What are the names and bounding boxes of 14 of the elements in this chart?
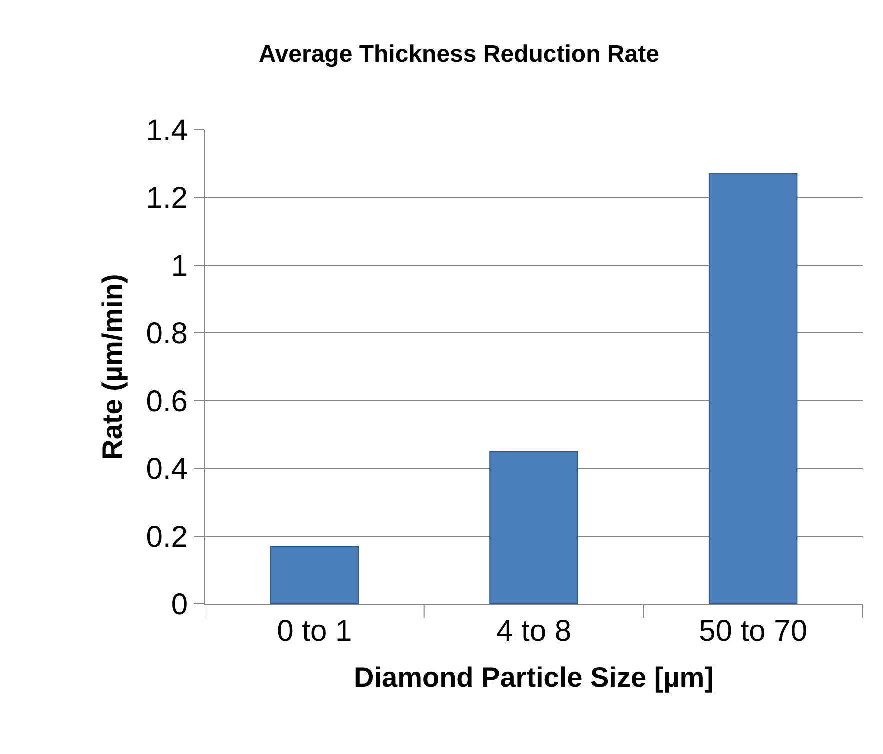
y-tick-label: 1.4 (146, 114, 188, 148)
y-tick-label: 1 (171, 250, 188, 283)
y-tick-label: 0.6 (146, 385, 188, 418)
x-tick-label: 50 to 70 (699, 615, 808, 648)
x-tick-label: 0 to 1 (277, 615, 352, 648)
y-tick-label: 0.8 (146, 318, 188, 351)
x-axis-title: Diamond Particle Size [µm] (354, 662, 714, 694)
y-axis-title: Rate (µm/min) (96, 274, 128, 460)
y-tick-label: 0 (171, 588, 188, 622)
chart-title: Average Thickness Reduction Rate (258, 41, 660, 68)
y-tick-label: 1.2 (146, 182, 188, 216)
x-tick-label: 4 to 8 (496, 615, 572, 648)
y-tick-label: 0.4 (146, 453, 188, 486)
y-tick-label: 0.2 (146, 520, 188, 554)
